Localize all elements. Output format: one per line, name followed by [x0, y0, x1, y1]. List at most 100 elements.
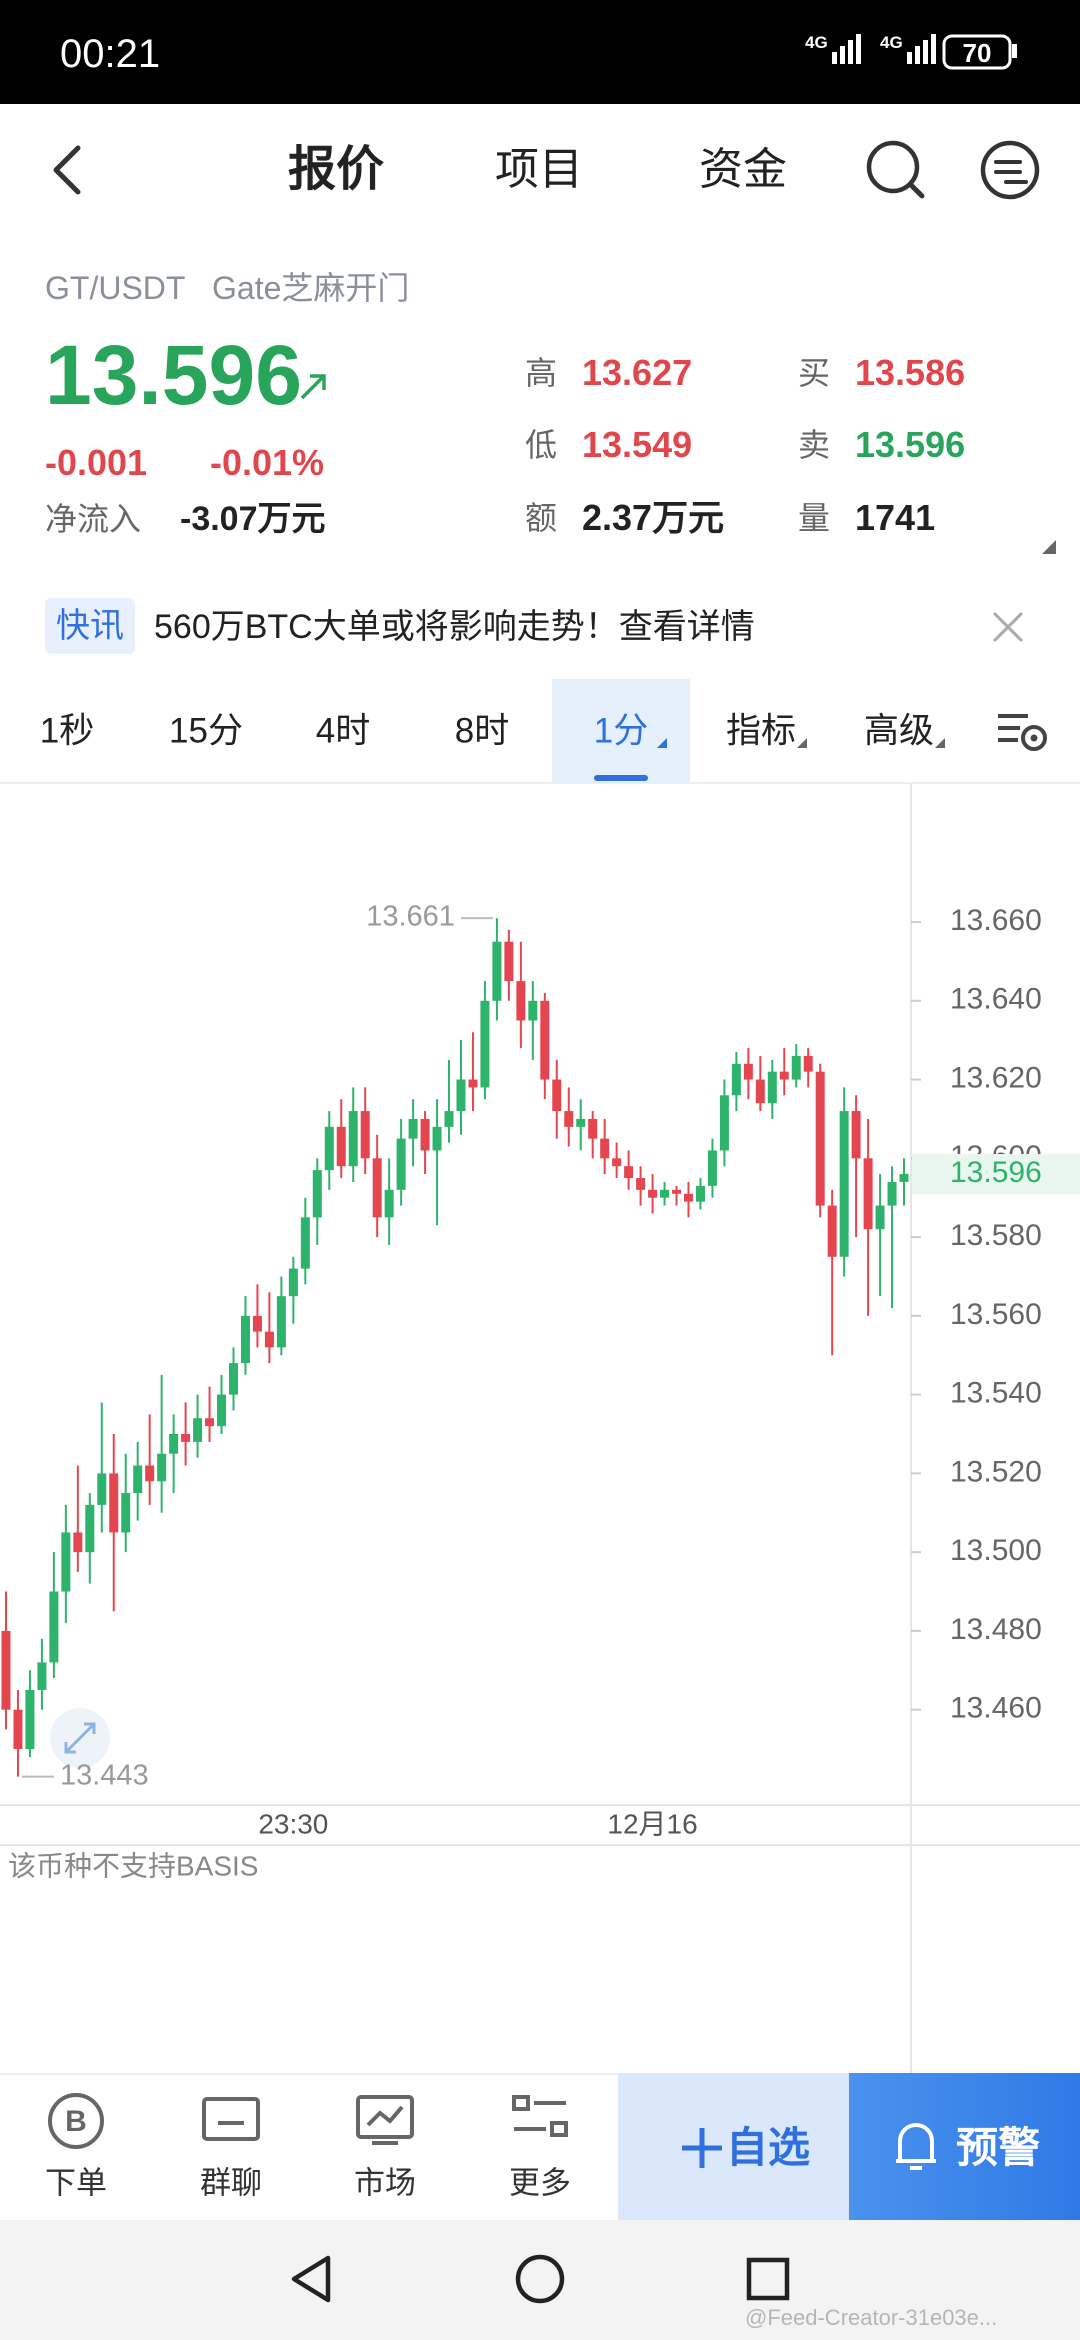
candle-body: [408, 1118, 418, 1139]
dropdown-mark: [657, 738, 667, 748]
candle-body: [1, 1630, 11, 1710]
alert-label[interactable]: 预警: [956, 2124, 1041, 2171]
candle-body: [420, 1118, 430, 1151]
y-tick-label: 13.640: [950, 983, 1042, 1016]
back-button[interactable]: [53, 145, 81, 195]
network-label: 4G: [805, 33, 828, 52]
interval-tab[interactable]: 1秒: [39, 711, 95, 751]
candle-body: [121, 1493, 131, 1533]
interval-underline: [594, 775, 648, 781]
system-nav: [0, 2220, 1080, 2340]
candle-body: [504, 941, 514, 982]
candle-body: [97, 1473, 107, 1505]
status-icons: [832, 34, 1017, 70]
candle-body: [815, 1071, 825, 1206]
candle-body: [157, 1453, 167, 1482]
interval-tab[interactable]: 8时: [454, 711, 510, 751]
fullscreen-button[interactable]: [50, 1708, 110, 1768]
candle-body: [755, 1079, 765, 1104]
candle-body: [540, 1000, 550, 1080]
news-close[interactable]: [990, 609, 1026, 645]
interval-tab[interactable]: 15分: [169, 711, 243, 751]
toolbar-label[interactable]: 群聊: [200, 2165, 262, 2201]
alert-button[interactable]: [849, 2073, 1080, 2220]
exchange: Gate芝麻开门: [212, 270, 410, 306]
y-tick-label: 13.520: [950, 1455, 1042, 1488]
stat-label: 卖: [798, 427, 831, 463]
candle-body: [660, 1189, 670, 1198]
interval-selected-bg: [552, 679, 690, 783]
candle-body: [300, 1217, 310, 1269]
interval-tab[interactable]: 1分: [593, 711, 649, 751]
toolbar-label[interactable]: 更多: [509, 2165, 571, 2201]
candle-body: [217, 1394, 227, 1427]
interval-tab[interactable]: 4时: [315, 711, 371, 751]
candle-body: [803, 1055, 813, 1072]
toolbar-icons: [48, 2093, 936, 2170]
candle-body: [312, 1170, 322, 1218]
nav-back[interactable]: [291, 2255, 331, 2303]
candle-body: [444, 1111, 454, 1127]
search-button[interactable]: [866, 140, 925, 199]
candle-body: [552, 1079, 562, 1112]
news-text[interactable]: 560万BTC大单或将影响走势！查看详情: [154, 608, 755, 646]
x-tick-label: 23:30: [258, 1808, 328, 1839]
stat-label: 买: [798, 355, 831, 391]
nav-tab[interactable]: 资金: [699, 145, 787, 194]
candle-body: [85, 1504, 95, 1553]
candle-body: [827, 1205, 837, 1257]
candle-body: [528, 1000, 538, 1021]
stat-value: 13.586: [855, 352, 966, 393]
candle-body: [276, 1296, 286, 1348]
status-time: 00:21: [60, 32, 161, 76]
candle-body: [73, 1532, 83, 1553]
candle-body: [37, 1662, 47, 1691]
candle-body: [875, 1205, 885, 1230]
candle-body: [719, 1095, 729, 1151]
menu-button[interactable]: [980, 140, 1040, 200]
dropdown-mark: [797, 738, 807, 748]
candle-body: [731, 1063, 741, 1096]
interval-tab[interactable]: 指标: [725, 711, 797, 751]
y-tick-label: 13.660: [950, 904, 1042, 937]
candle-body: [468, 1079, 478, 1088]
candle-body: [600, 1138, 610, 1159]
nav-recent[interactable]: [746, 2257, 790, 2301]
candle-body: [145, 1465, 155, 1482]
toolbar: [0, 2073, 1080, 2220]
min-label: 13.443: [60, 1759, 149, 1791]
nav-tab[interactable]: 报价: [287, 143, 385, 196]
network-label: 4G: [880, 33, 903, 52]
candle-body: [564, 1111, 574, 1127]
candle-body: [240, 1315, 250, 1364]
candle-body: [672, 1189, 682, 1194]
nav-tab[interactable]: 项目: [495, 145, 583, 194]
candle-body: [695, 1185, 705, 1202]
candle-body: [205, 1418, 215, 1427]
status-bar: [0, 0, 1080, 104]
interval-tab[interactable]: 高级: [863, 711, 935, 751]
candle-body: [169, 1434, 179, 1454]
last-price-label: 13.596: [950, 1156, 1042, 1189]
header-icons: [53, 140, 1040, 200]
candle-body: [336, 1126, 346, 1167]
stat-value: 13.627: [582, 352, 693, 393]
battery-level: 70: [962, 38, 992, 68]
candle-body: [612, 1158, 622, 1167]
toolbar-label[interactable]: 市场: [354, 2165, 416, 2201]
y-tick-label: 13.480: [950, 1613, 1042, 1646]
candle-body: [264, 1331, 274, 1348]
watchlist-button[interactable]: [618, 2073, 849, 2220]
chart-settings[interactable]: [996, 708, 1050, 754]
trend-arrow: [300, 374, 326, 400]
candle-body: [324, 1126, 334, 1171]
watchlist-label[interactable]: 自选: [726, 2124, 811, 2171]
toolbar-label[interactable]: 下单: [45, 2165, 107, 2201]
candle-body: [432, 1126, 442, 1151]
candle-body: [25, 1690, 35, 1750]
nav-home[interactable]: [515, 2254, 565, 2304]
candle-body: [193, 1418, 203, 1442]
candle-body: [360, 1111, 370, 1159]
